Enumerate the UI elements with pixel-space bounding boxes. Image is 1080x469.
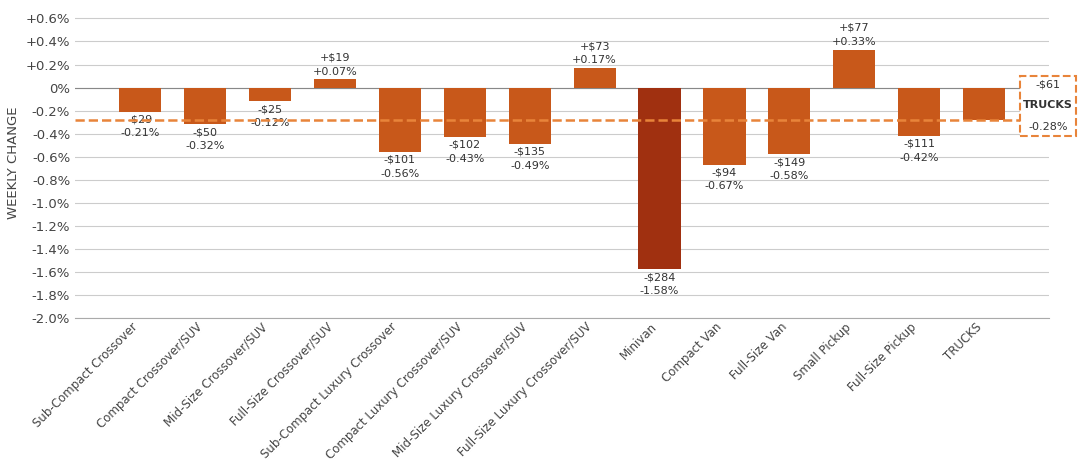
Text: -$50: -$50 [192, 127, 218, 137]
Text: -0.67%: -0.67% [705, 182, 744, 191]
Text: +0.17%: +0.17% [572, 55, 617, 65]
Text: -$284: -$284 [644, 272, 676, 282]
Text: +$77: +$77 [839, 23, 869, 33]
Text: -$101: -$101 [384, 155, 416, 165]
Text: -$25: -$25 [258, 104, 283, 114]
Bar [185, 88, 227, 124]
Bar [638, 88, 680, 269]
Bar [703, 88, 745, 165]
Text: -0.28%: -0.28% [1028, 122, 1068, 132]
Bar [963, 88, 1005, 120]
Text: -0.56%: -0.56% [380, 169, 419, 179]
Bar [379, 88, 421, 152]
Bar [314, 79, 356, 88]
Text: -0.21%: -0.21% [121, 129, 160, 138]
Text: +0.07%: +0.07% [313, 67, 357, 76]
Bar [509, 88, 551, 144]
Text: -$149: -$149 [773, 157, 806, 167]
Text: +$73: +$73 [579, 41, 610, 51]
Bar [897, 88, 941, 136]
Text: -$94: -$94 [712, 167, 737, 178]
Y-axis label: WEEKLY CHANGE: WEEKLY CHANGE [6, 106, 19, 219]
Text: +0.33%: +0.33% [832, 37, 877, 46]
Text: -$111: -$111 [903, 139, 935, 149]
Bar [119, 88, 161, 112]
Bar [249, 88, 292, 101]
Text: -1.58%: -1.58% [639, 286, 679, 296]
Text: -0.58%: -0.58% [770, 171, 809, 181]
Text: -0.49%: -0.49% [510, 160, 550, 171]
Bar [768, 88, 810, 154]
Text: -$61: -$61 [1036, 79, 1061, 90]
Text: -$102: -$102 [449, 140, 481, 150]
Text: -0.42%: -0.42% [900, 152, 939, 163]
FancyBboxPatch shape [1020, 76, 1076, 136]
Text: +$19: +$19 [320, 53, 350, 63]
Bar [444, 88, 486, 137]
Text: -0.43%: -0.43% [445, 154, 485, 164]
Text: -$135: -$135 [514, 147, 545, 157]
Text: -$29: -$29 [127, 114, 153, 125]
Text: TRUCKS: TRUCKS [1023, 100, 1072, 110]
Text: -0.32%: -0.32% [186, 141, 225, 151]
Bar [573, 68, 616, 88]
Bar [833, 50, 875, 88]
Text: -0.12%: -0.12% [251, 118, 289, 128]
